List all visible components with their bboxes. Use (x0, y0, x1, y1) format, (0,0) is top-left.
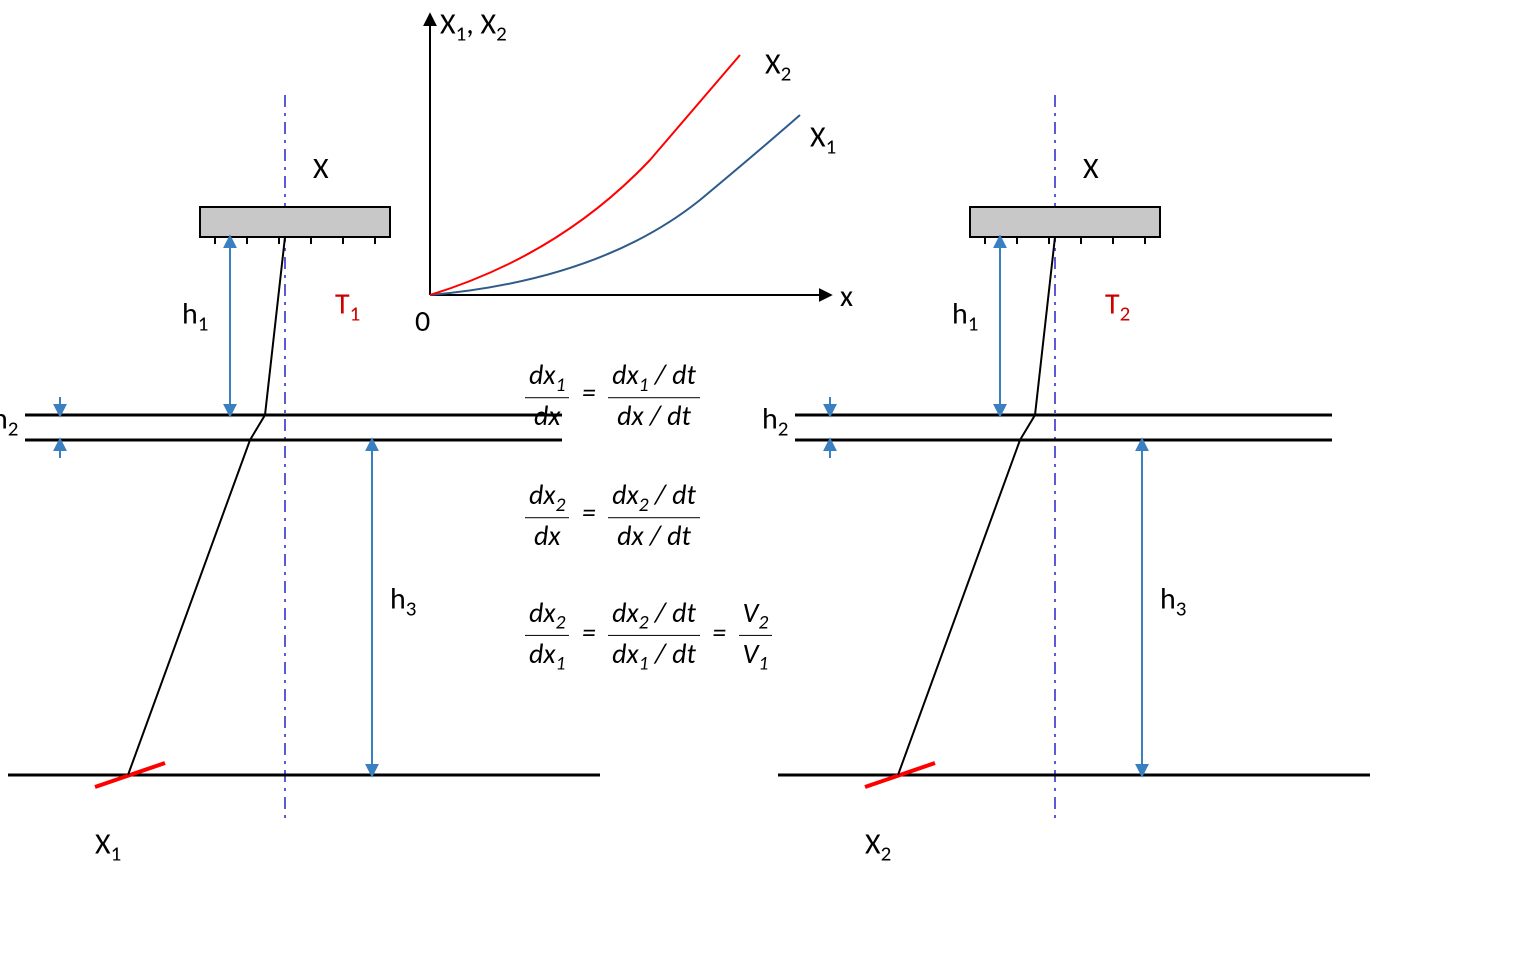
label-layer: X1, X2 x 0 X1 X2 h1 h2 h3 X T1 X1 h1 h2 h3 X T2 X2 dx1dx … (0, 0, 1529, 963)
right-dim-h1: h1 (952, 295, 978, 336)
left-dim-h3: h3 (390, 580, 416, 621)
left-T-label: T1 (335, 285, 360, 326)
right-ground-X-label: X2 (865, 825, 891, 866)
left-ground-X-label: X1 (95, 825, 121, 866)
graph-x-label: x (840, 278, 853, 315)
left-dim-h2: h2 (0, 400, 18, 441)
curve-x2-label: X2 (765, 45, 791, 86)
right-dim-h2: h2 (762, 400, 788, 441)
graph-origin-label: 0 (415, 303, 430, 340)
left-dim-h1: h1 (182, 295, 208, 336)
graph-y-label: X1, X2 (440, 5, 507, 46)
curve-x1-label: X1 (810, 118, 836, 159)
equation-2: dx2dx = dx2 / dtdx / dt (525, 477, 700, 553)
right-source-label: X (1083, 150, 1099, 187)
right-T-label: T2 (1105, 285, 1130, 326)
left-source-label: X (313, 150, 329, 187)
equation-3: dx2dx1 = dx2 / dtdx1 / dt = V2V1 (525, 595, 772, 675)
equation-1: dx1dx = dx1 / dtdx / dt (525, 357, 700, 433)
right-dim-h3: h3 (1160, 580, 1186, 621)
